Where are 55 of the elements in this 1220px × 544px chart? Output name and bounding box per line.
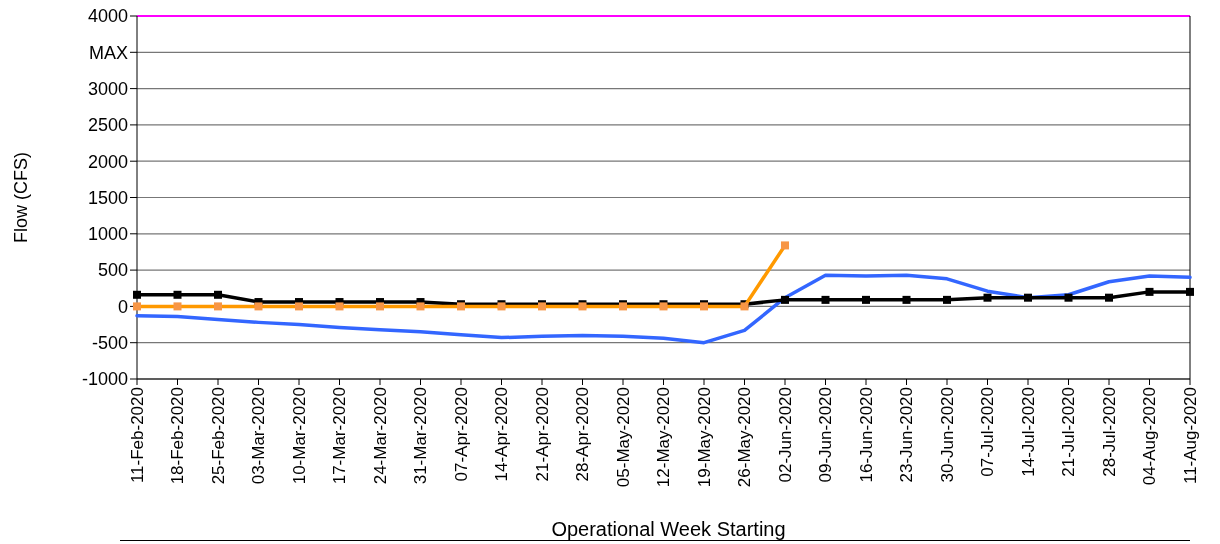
x-tick-label: 11-Feb-2020 — [127, 387, 147, 484]
x-tick-label: 05-May-2020 — [613, 387, 633, 488]
x-tick-label: 28-Jul-2020 — [1099, 387, 1119, 477]
point — [902, 295, 911, 304]
point — [173, 290, 182, 299]
x-tick-label: 07-Jul-2020 — [978, 387, 998, 477]
point — [1186, 287, 1194, 296]
x-tick-label: 26-May-2020 — [735, 387, 755, 488]
x-tick-label: 04-Aug-2020 — [1140, 387, 1160, 486]
point — [781, 295, 789, 304]
x-tick-label: 25-Feb-2020 — [208, 387, 228, 485]
point — [943, 295, 951, 304]
x-tick-label: 11-Aug-2020 — [1180, 387, 1200, 485]
y-tick-label: 1000 — [87, 224, 128, 245]
x-tick-label: 21-Apr-2020 — [532, 387, 552, 482]
x-tick-label: 31-Mar-2020 — [411, 387, 431, 485]
x-tick-label: 24-Mar-2020 — [370, 387, 390, 485]
x-tick-label: 16-Jun-2020 — [856, 387, 876, 483]
point — [862, 295, 870, 304]
point — [1145, 287, 1154, 296]
x-tick-label: 18-Feb-2020 — [168, 387, 188, 485]
y-tick-label: -1000 — [81, 369, 128, 390]
line-series — [135, 273, 1192, 345]
x-tick-label: 17-Mar-2020 — [330, 387, 350, 485]
y-tick-label: 1500 — [87, 187, 128, 208]
x-tick-label: 14-Apr-2020 — [492, 387, 512, 482]
x-tick-label: 02-Jun-2020 — [775, 387, 795, 483]
y-tick-label: 2500 — [87, 115, 128, 136]
y-axis-title: Flow (CFS) — [11, 152, 31, 243]
y-tick-label: 500 — [97, 260, 128, 281]
y-tick-label: 0 — [117, 296, 128, 317]
point — [1105, 293, 1113, 302]
point — [821, 295, 830, 304]
point — [983, 293, 992, 302]
x-tick-label: 30-Jun-2020 — [937, 387, 957, 483]
x-tick-label: 09-Jun-2020 — [816, 387, 836, 483]
point — [1064, 293, 1073, 302]
x-axis-title: Operational Week Starting — [551, 518, 786, 540]
x-tick-label: 10-Mar-2020 — [289, 387, 309, 485]
point — [214, 290, 222, 299]
x-tick-label: 03-Mar-2020 — [249, 387, 269, 485]
y-tick-label: 3000 — [87, 78, 128, 99]
y-tick-label: -500 — [91, 333, 128, 353]
x-tick-label: 19-May-2020 — [694, 387, 714, 488]
x-tick-label: 21-Jul-2020 — [1059, 387, 1079, 477]
y-tick-label: MAX — [88, 42, 128, 63]
y-tick-label: 4000 — [87, 6, 128, 27]
x-tick-label: 12-May-2020 — [654, 387, 674, 488]
x-tick-label: 14-Jul-2020 — [1018, 387, 1038, 477]
point — [1024, 293, 1032, 302]
y-tick-label: 2000 — [87, 151, 128, 172]
point — [133, 290, 141, 299]
x-tick-label: 07-Apr-2020 — [451, 387, 471, 482]
x-tick-label: 23-Jun-2020 — [897, 387, 917, 483]
x-tick-label: 28-Apr-2020 — [573, 387, 593, 482]
